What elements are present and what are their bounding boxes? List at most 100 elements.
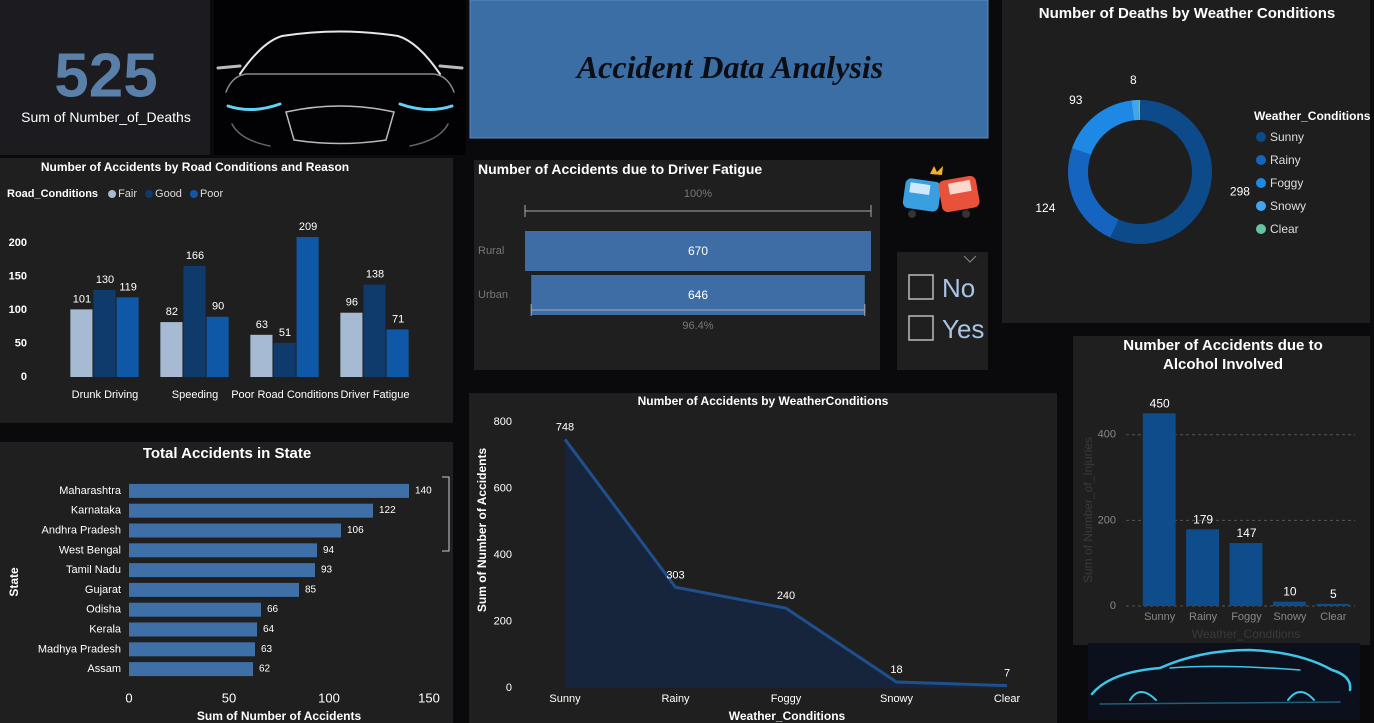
bar: [1272, 601, 1306, 606]
x-tick-label: Clear: [994, 693, 1021, 705]
x-tick-label: Snowy: [1273, 611, 1307, 623]
value-label: 18: [890, 664, 902, 676]
percent-label: 100%: [684, 188, 712, 200]
y-tick-label: Madhya Pradesh: [38, 643, 121, 655]
value-label: 106: [347, 525, 364, 536]
y-tick-label: 0: [506, 682, 512, 694]
car-illustration: [216, 30, 464, 147]
bar: [250, 334, 273, 377]
legend-title: Weather_Conditions: [1254, 109, 1371, 123]
value-label: 10: [1283, 585, 1297, 599]
donut-slice: [1138, 100, 1140, 121]
value-label: 85: [305, 584, 317, 595]
bar: [129, 483, 409, 498]
bar: [129, 563, 315, 578]
y-tick-label: Kerala: [89, 624, 122, 636]
x-tick-label: Foggy: [771, 693, 802, 705]
y-tick-label: Gujarat: [85, 584, 121, 596]
value-label: 51: [279, 327, 291, 339]
bar: [1142, 413, 1176, 606]
chart-title: Number of Accidents by WeatherConditions: [637, 394, 889, 408]
header-panel: [469, 0, 989, 139]
bar: [93, 289, 116, 377]
y-axis-label: State: [7, 567, 21, 597]
x-tick-label: Sunny: [549, 693, 581, 705]
car-image: [214, 0, 466, 155]
value-label: 101: [73, 293, 91, 305]
value-label: 670: [688, 244, 708, 258]
y-tick-label: 150: [9, 271, 27, 283]
slicer-option[interactable]: No: [942, 273, 975, 303]
legend-marker: [1256, 132, 1266, 142]
kpi-label: Sum of Number_of_Deaths: [21, 109, 191, 125]
bar: [273, 342, 296, 377]
bar: [129, 582, 299, 597]
bar: [340, 312, 363, 377]
header-title: Accident Data Analysis: [575, 49, 883, 85]
legend-label: Fair: [118, 188, 137, 200]
legend-label: Foggy: [1270, 176, 1303, 190]
value-label: 179: [1193, 512, 1213, 526]
chart-title: Number of Accidents due to Driver Fatigu…: [478, 161, 763, 177]
y-tick-label: 400: [1098, 429, 1116, 441]
y-tick-label: Karnataka: [71, 505, 122, 517]
slicer-option[interactable]: Yes: [942, 314, 984, 344]
value-label: 646: [688, 288, 708, 302]
y-tick-label: 0: [1110, 600, 1116, 612]
legend-marker: [1256, 178, 1266, 188]
legend-marker: [1256, 224, 1266, 234]
value-label: 147: [1236, 526, 1256, 540]
value-label: 63: [256, 319, 268, 331]
bar: [1316, 603, 1350, 606]
x-axis-label: Weather_Conditions: [729, 709, 846, 723]
value-label: 8: [1130, 73, 1137, 87]
y-tick-label: Andhra Pradesh: [42, 525, 122, 537]
value-label: 166: [186, 250, 204, 262]
y-tick-label: 600: [494, 483, 512, 495]
y-axis-label: Sum of Number of Accidents: [475, 448, 489, 613]
bar: [386, 329, 409, 377]
category-label: Rural: [478, 245, 504, 257]
legend-label: Poor: [200, 188, 224, 200]
bar: [129, 503, 373, 518]
y-tick-label: 100: [9, 304, 27, 316]
donut-slice: [1110, 100, 1212, 245]
value-label: 93: [321, 565, 333, 576]
value-label: 140: [415, 485, 432, 496]
value-label: 209: [299, 221, 317, 233]
y-tick-label: Assam: [87, 663, 121, 675]
x-tick-label: Rainy: [661, 693, 690, 705]
legend-label: Rainy: [1270, 153, 1301, 167]
value-label: 303: [666, 569, 684, 581]
slicer-panel: [897, 252, 988, 370]
y-axis-label: Sum of Number_of_Injuries: [1081, 437, 1095, 583]
y-tick-label: 800: [494, 416, 512, 428]
bar: [129, 523, 341, 538]
slicer-chevron[interactable]: [963, 255, 977, 263]
x-tick-label: Snowy: [880, 693, 914, 705]
percent-label: 96.4%: [682, 320, 713, 332]
slicer-checkbox[interactable]: [908, 274, 934, 300]
x-tick-label: Driver Fatigue: [340, 389, 409, 401]
bar: [206, 316, 229, 377]
funnel-bracket: [530, 304, 866, 316]
y-tick-label: West Bengal: [59, 544, 121, 556]
y-tick-label: Tamil Nadu: [66, 564, 121, 576]
value-label: 93: [1069, 93, 1083, 107]
value-label: 66: [267, 604, 279, 615]
slicer-checkbox[interactable]: [908, 315, 934, 341]
y-tick-label: 200: [9, 237, 27, 249]
bar: [70, 309, 93, 377]
category-label: Urban: [478, 289, 508, 301]
legend-marker: [145, 190, 154, 198]
value-label: 450: [1150, 396, 1170, 410]
x-tick-label: Foggy: [1231, 611, 1262, 623]
crash-icon: [902, 166, 980, 218]
chart-title: Number of Deaths by Weather Conditions: [1038, 5, 1336, 22]
chart-title: Total Accidents in State: [142, 445, 312, 462]
bar: [1229, 543, 1263, 606]
y-tick-label: 200: [494, 616, 512, 628]
x-axis-label: Sum of Number of Accidents: [197, 709, 362, 723]
value-label: 138: [366, 269, 384, 281]
